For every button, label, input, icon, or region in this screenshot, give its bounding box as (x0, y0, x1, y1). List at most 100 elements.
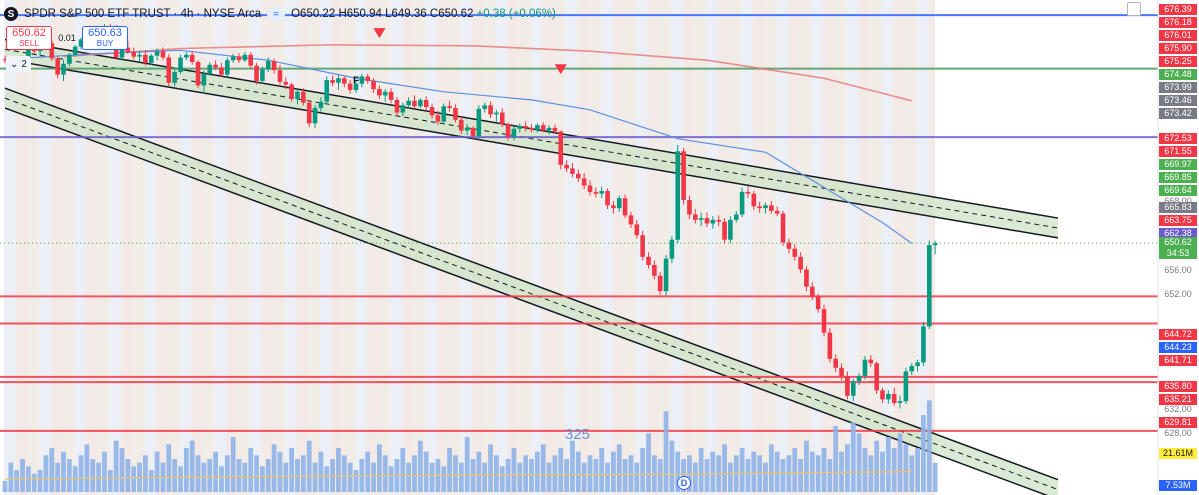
symbol-icon[interactable]: S (4, 7, 18, 21)
volume-bar (728, 462, 733, 492)
candle-body (798, 256, 803, 270)
candle-body (523, 126, 528, 128)
volume-ma-line (4, 470, 912, 480)
candle-body (283, 81, 289, 85)
candle-body (657, 275, 663, 292)
session-background (472, 0, 484, 495)
settings-square-icon[interactable] (1127, 2, 1141, 16)
volume-bar (751, 451, 757, 492)
price-tick-label: 663.75 (1159, 215, 1197, 226)
last-price-label: 650.62 34:53 (1159, 237, 1197, 260)
volume-bar (318, 451, 324, 492)
volume-bar (628, 455, 634, 492)
volume-bar (447, 448, 452, 492)
volume-bar (488, 444, 493, 492)
candle-body (318, 101, 324, 109)
candle-body (271, 61, 277, 71)
price-tick-label: 668.00 (1164, 196, 1192, 206)
sell-price: 650.62 (12, 27, 46, 39)
session-background (132, 0, 145, 495)
candle-body (67, 54, 72, 64)
candle-body (927, 245, 932, 327)
volume-bar (417, 440, 423, 492)
symbol-title[interactable]: SPDR S&P 500 ETF TRUST · 4h · NYSE Arca (24, 8, 262, 20)
price-tick-label: 669.64 (1159, 185, 1197, 196)
candle-body (494, 112, 499, 115)
channel-mid-line-1 (4, 97, 1059, 491)
candle-body (131, 52, 136, 57)
volume-bar (675, 451, 681, 492)
sell-label: SELL (19, 39, 39, 48)
candle-body (652, 264, 657, 276)
volume-bar (2, 481, 8, 492)
session-background (916, 0, 929, 495)
candle-body (634, 224, 640, 236)
volume-bar (704, 459, 710, 492)
open-value: O650.22 (291, 8, 336, 20)
session-background (682, 0, 695, 495)
session-background (811, 0, 823, 495)
buy-price: 650.63 (88, 27, 122, 39)
ohlc-readout: O650.22 H650.94 L649.36 C650.62 +0.38 (+… (291, 8, 556, 20)
session-background (858, 0, 870, 495)
candle-body (488, 105, 493, 115)
volume-bar (722, 444, 727, 492)
candle-body (886, 393, 891, 400)
volume-bar (833, 426, 839, 492)
session-background (542, 0, 554, 495)
volume-bar (634, 462, 640, 492)
volume-bar (768, 444, 774, 492)
price-tick-label: 675.90 (1159, 43, 1197, 54)
volume-bar (494, 455, 499, 492)
volume-bar (84, 444, 90, 492)
indicators-toggle-button[interactable]: ⌄ 2 (6, 56, 31, 72)
volume-bar (681, 459, 686, 492)
volume-bar (915, 448, 920, 492)
price-tick-label: 635.21 (1159, 394, 1197, 405)
dividend-marker-icon[interactable]: D (677, 476, 691, 490)
volume-bar (412, 455, 417, 492)
volume-bar (804, 440, 809, 492)
candle-body (687, 200, 692, 215)
candle-body (874, 363, 879, 391)
session-background (226, 0, 238, 495)
volume-bar (763, 462, 768, 492)
volume-bar (651, 455, 657, 492)
candle-body (295, 91, 300, 100)
buy-button[interactable]: 650.63 BUY (82, 26, 128, 50)
price-tick-label: 676.18 (1159, 17, 1197, 28)
session-background (717, 0, 730, 495)
candle-body (242, 54, 248, 61)
volume-bar (271, 444, 277, 492)
candle-body (733, 214, 739, 220)
candle-body (751, 193, 757, 207)
session-background (460, 0, 472, 495)
candle-body (722, 221, 727, 240)
price-tick-label: 674.48 (1159, 69, 1197, 80)
candle-body (148, 55, 154, 63)
volume-bar (20, 459, 25, 492)
candle-body (277, 70, 283, 82)
session-background (483, 0, 496, 495)
session-background (355, 0, 367, 495)
session-background (577, 0, 589, 495)
volume-bar (183, 448, 189, 492)
sell-button[interactable]: 650.62 SELL (6, 26, 52, 50)
candle-body (804, 269, 809, 287)
signal-letter: F (353, 76, 359, 87)
candle-body (693, 214, 698, 220)
candle-body (880, 390, 885, 400)
volume-bar (131, 466, 137, 492)
volume-bar (96, 462, 101, 492)
volume-bar (289, 448, 295, 492)
volume-bar (792, 448, 798, 492)
price-tick-label: 635.80 (1159, 381, 1197, 392)
volume-bar (125, 459, 131, 492)
compare-icon[interactable]: ≈ (267, 7, 286, 21)
candle-body (2, 59, 8, 61)
session-background (823, 0, 835, 495)
session-background (144, 0, 157, 495)
candle-body (535, 125, 540, 130)
